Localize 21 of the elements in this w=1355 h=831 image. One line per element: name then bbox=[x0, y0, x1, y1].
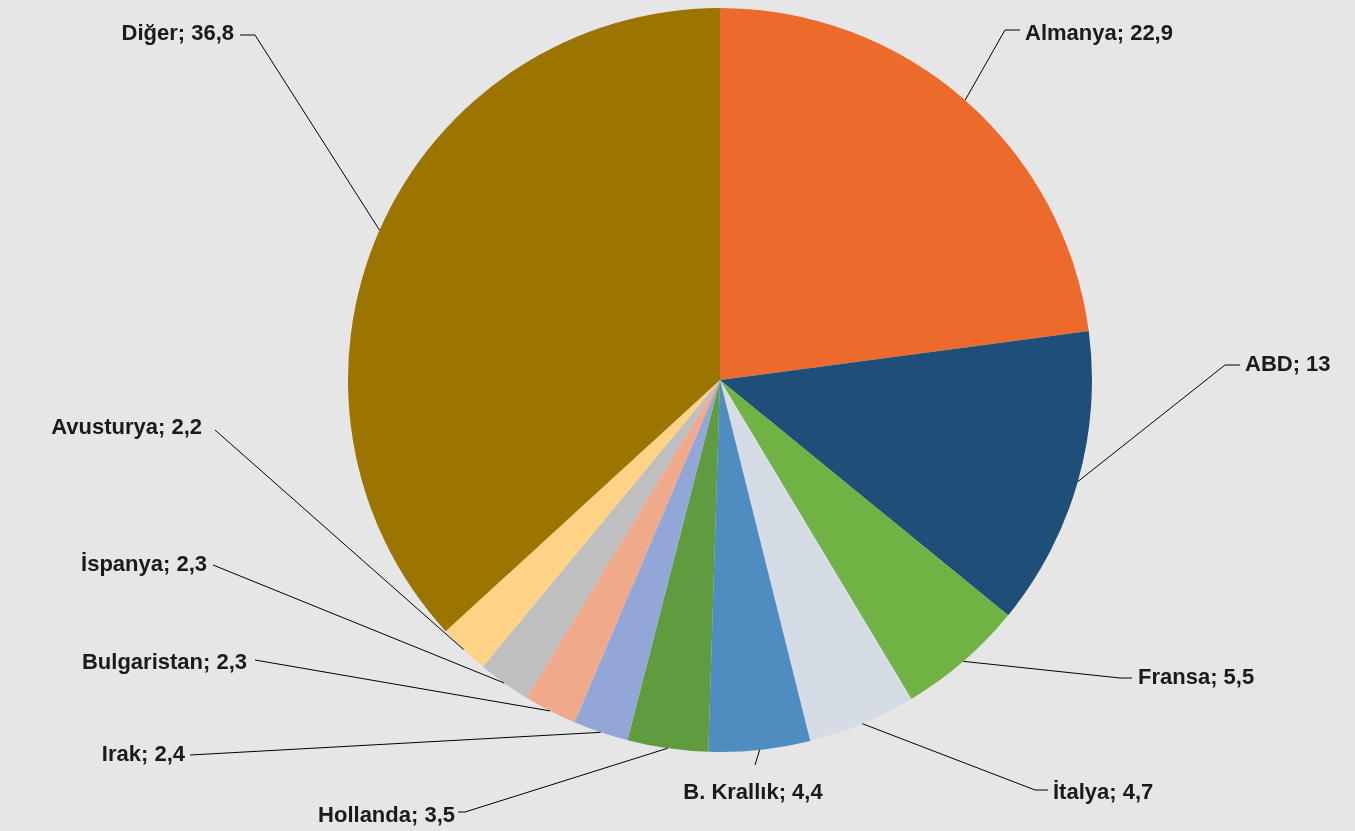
slice-label: Avusturya; 2,2 bbox=[51, 413, 202, 439]
pie-slice bbox=[627, 380, 720, 752]
slice-label: İspanya; 2,3 bbox=[81, 550, 207, 576]
slice-label: Diğer; 36,8 bbox=[121, 19, 234, 45]
slice-label: B. Krallık; 4,4 bbox=[683, 778, 824, 804]
pie-slice bbox=[526, 380, 720, 723]
slice-label: Irak; 2,4 bbox=[101, 740, 186, 766]
pie-slice bbox=[482, 380, 720, 698]
pie-slice bbox=[720, 380, 912, 741]
pie-slice bbox=[574, 380, 720, 741]
slice-label: Bulgaristan; 2,3 bbox=[81, 648, 247, 674]
slice-label: ABD; 13 bbox=[1245, 350, 1331, 376]
pie-slice bbox=[720, 380, 1009, 699]
pie-slice bbox=[445, 380, 720, 667]
pie-slice bbox=[348, 8, 720, 632]
pie-slice bbox=[708, 380, 811, 752]
slice-label: Fransa; 5,5 bbox=[1138, 663, 1255, 689]
slice-label: Almanya; 22,9 bbox=[1025, 19, 1173, 45]
pie-slice bbox=[720, 331, 1092, 616]
slice-label: İtalya; 4,7 bbox=[1053, 778, 1154, 804]
slice-label: Hollanda; 3,5 bbox=[318, 801, 455, 827]
